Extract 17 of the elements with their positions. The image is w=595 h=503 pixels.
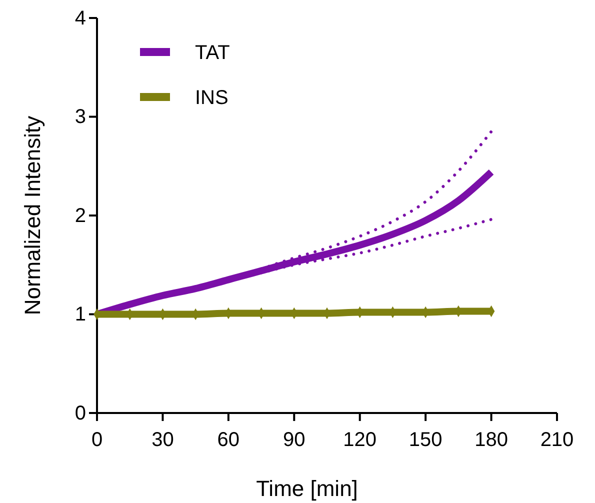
y-tick-label: 3 xyxy=(74,106,86,128)
y-axis-title: Normalized Intensity xyxy=(20,116,45,316)
x-tick-label: 0 xyxy=(91,429,103,451)
x-tick-label: 180 xyxy=(474,429,508,451)
y-tick-label: 2 xyxy=(74,204,86,227)
x-tick-label: 60 xyxy=(217,429,240,451)
x-tick-label: 30 xyxy=(152,429,174,451)
x-axis-title: Time [min] xyxy=(256,476,358,501)
y-tick-label: 0 xyxy=(74,402,86,424)
x-tick-label: 120 xyxy=(343,429,377,451)
y-tick-label: 4 xyxy=(74,7,86,30)
x-tick-label: 210 xyxy=(540,429,574,451)
y-tick-label: 1 xyxy=(74,304,86,326)
legend-label: TAT xyxy=(195,42,230,64)
x-tick-label: 150 xyxy=(408,429,442,451)
x-tick-label: 90 xyxy=(283,429,306,451)
legend-label: INS xyxy=(195,87,228,109)
